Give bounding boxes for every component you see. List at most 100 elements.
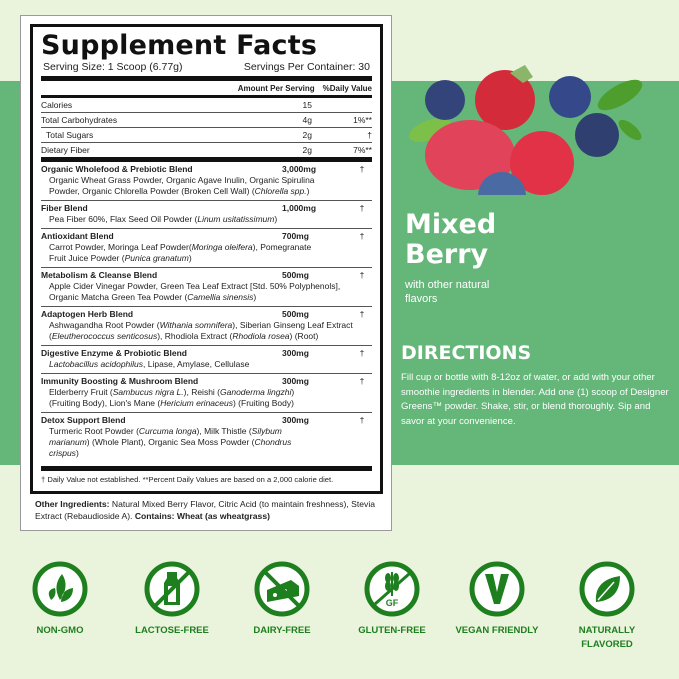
ingredient-text: Chondrus crispus [49,437,292,458]
ingredient-text: Chlorella spp. [254,186,307,196]
other-ingredients: Other Ingredients: Natural Mixed Berry F… [35,498,385,522]
blend-list: Organic Wholefood & Prebiotic Blend 3,000… [41,162,372,462]
nutrient-dv: 1%** [353,115,372,125]
badge-non-gmo: NON-GMO [5,560,115,638]
serving-info: Serving Size: 1 Scoop (6.77g) Servings P… [41,61,372,73]
ingredient-text: Linum usitatissimum [197,214,275,224]
nutrient-row: Total Sugars 2g † [41,128,372,143]
supplement-facts-card: Supplement Facts Serving Size: 1 Scoop (… [20,15,392,531]
blend-row: Detox Support Blend 300mg † Turmeric Root P… [41,413,372,462]
v-icon [469,561,525,617]
blend-row: Adaptogen Herb Blend 500mg † Ashwagandha Ro… [41,307,372,346]
col-dv: %Daily Value [322,84,372,93]
ingredient-text: Punica granatum [124,253,189,263]
ingredient-text: ), Milk Thistle ( [196,426,252,436]
milk-bottle-crossed-icon [144,561,200,617]
nutrient-amount: 4g [302,115,312,125]
ingredient-text: ) [253,292,257,302]
nutrient-amount: 2g [302,130,312,140]
other-ingredients-text: Natural Mixed Berry Flavor, Citric Acid … [35,499,376,521]
blend-dv: † [359,203,365,213]
blend-ingredients: Carrot Powder, Moringa Leaf Powder(Morin… [41,242,372,264]
column-header: Amount Per Serving %Daily Value [41,83,372,94]
blend-name: Fiber Blend [41,203,88,213]
contains-allergen: Contains: Wheat (as wheatgrass) [134,511,270,521]
nutrient-amount: 15 [302,100,312,110]
blend-name: Adaptogen Herb Blend [41,309,134,319]
mixed-berries-image [409,65,643,195]
ingredient-text: ) (Root) [289,331,319,341]
ingredient-text: ), Siberian Ginseng Leaf Extract ( [49,320,353,341]
flavor-subtitle: with other natural flavors [405,279,490,305]
cheese-crossed-icon [254,561,310,617]
wheat-gf-crossed-icon: GF [364,561,420,617]
nutrient-name: Total Carbohydrates [41,115,118,125]
thick-divider [41,76,372,81]
directions-text: Fill cup or bottle with 8-12oz of water,… [401,372,669,427]
blend-amount: 500mg [282,309,309,319]
nutrient-dv: † [367,130,372,140]
blend-amount: 500mg [282,270,309,280]
ingredient-text: ), Pomegranate Fruit Juice Powder ( [49,242,312,263]
blend-row: Fiber Blend 1,000mg † Pea Fiber 60%, Flax S… [41,201,372,229]
col-amount: Amount Per Serving [237,84,315,93]
badge-vegan-friendly: VEGAN FRIENDLY [442,560,552,638]
serving-size: Serving Size: 1 Scoop (6.77g) [43,61,183,73]
badge-label: DAIRY-FREE [253,625,311,636]
ingredient-text: Eleutherococcus senticosus [51,331,158,341]
blend-row: Immunity Boosting & Mushroom Blend 300mg †… [41,374,372,413]
badge-dairy-free: DAIRY-FREE [227,560,337,638]
blend-ingredients: Pea Fiber 60%, Flax Seed Oil Powder (Lin… [41,214,372,225]
blend-dv: † [359,309,365,319]
nutrient-row: Total Carbohydrates 4g 1%** [41,113,372,128]
ingredient-text: Silybum marianum [49,426,282,447]
badge-label: VEGAN FRIENDLY [455,625,539,636]
blend-ingredients: Organic Wheat Grass Powder, Organic Agav… [41,175,372,197]
blend-row: Digestive Enzyme & Probiotic Blend 300mg †… [41,346,372,374]
badge-label: NATURALLY FLAVORED [578,625,636,650]
label-title: Supplement Facts [41,30,318,61]
thick-divider [41,95,372,98]
blend-name: Detox Support Blend [41,415,126,425]
ingredient-text: Ashwagandha Root Powder ( [49,320,160,330]
flavor-name: Mixed Berry [405,209,497,270]
ingredient-text: Rhodiola rosea [232,331,290,341]
ingredient-text: Elderberry Fruit ( [49,387,113,397]
ingredient-text: Lactobacillus acidophilus [49,359,144,369]
blend-dv: † [359,270,365,280]
nutrient-dv [312,98,372,112]
ingredient-text: Apple Cider Vinegar Powder, Green Tea Le… [49,281,341,302]
ingredient-text: Pea Fiber 60%, Flax Seed Oil Powder ( [49,214,198,224]
blend-amount: 700mg [282,231,309,241]
ingredient-text: Curcuma longa [138,426,197,436]
blend-name: Antioxidant Blend [41,231,114,241]
blend-dv: † [359,376,365,386]
ingredient-text: ) [306,186,310,196]
badge-gluten-free: GF GLUTEN-FREE [337,560,447,638]
ingredient-text: Camellia sinensis [187,292,254,302]
nutrient-dv: 7%** [353,145,372,155]
ingredient-text: Hericium erinaceus [160,398,233,408]
blend-row: Organic Wholefood & Prebiotic Blend 3,000… [41,162,372,201]
nutrient-name: Total Sugars [46,130,94,140]
ingredient-text: Ganoderma lingzhi [220,387,292,397]
badge-label: LACTOSE-FREE [135,625,209,636]
blend-dv: † [359,415,365,425]
badge-lactose-free: LACTOSE-FREE [117,560,227,638]
blend-amount: 300mg [282,348,309,358]
ingredient-text: ), Rhodiola Extract ( [157,331,233,341]
ingredient-text: ) [188,253,192,263]
badge-naturally-flavored: NATURALLY FLAVORED [552,560,662,652]
ingredient-text: , Lipase, Amylase, Cellulase [143,359,250,369]
ingredient-text: ) [274,214,278,224]
directions: DIRECTIONS Fill cup or bottle with 8-12o… [401,342,671,429]
blend-ingredients: Lactobacillus acidophilus, Lipase, Amyla… [41,359,372,370]
nutrient-row: Dietary Fiber 2g 7%** [41,143,372,157]
nutrient-name: Dietary Fiber [41,145,90,155]
directions-title: DIRECTIONS [401,342,532,364]
gf-text: GF [386,598,399,608]
blend-ingredients: Elderberry Fruit (Sambucus nigra L.), Re… [41,387,372,409]
servings-per-container: Servings Per Container: 30 [243,61,370,73]
ingredient-text: Turmeric Root Powder ( [49,426,139,436]
ingredient-text: Sambucus nigra L. [112,387,184,397]
